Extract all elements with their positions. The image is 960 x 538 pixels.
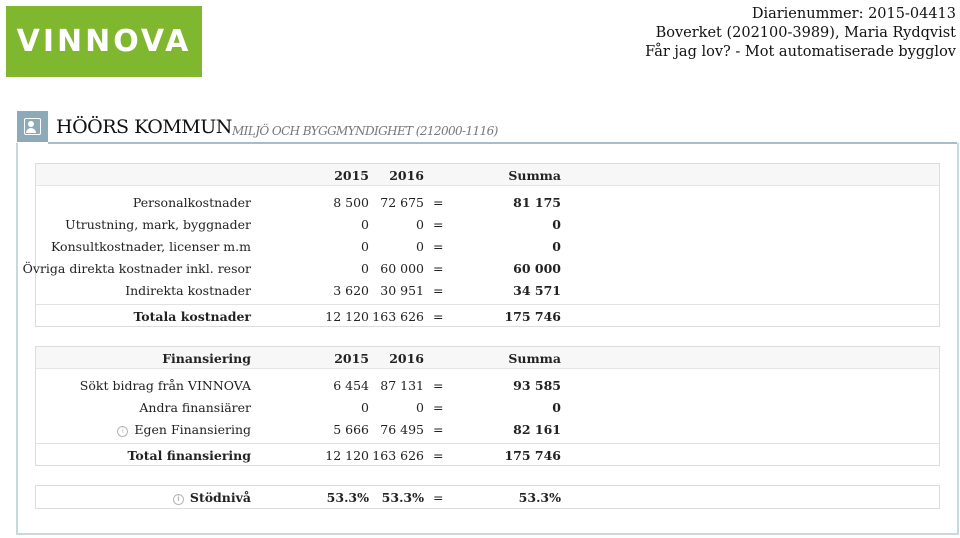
costs-total-divider [36,304,939,305]
financing-table: Finansiering 2015 2016 Summa Sökt bidrag… [35,346,940,466]
row-2016: 30 951 [380,283,424,298]
row-sum: 34 571 [513,283,561,298]
costs-header-sum: Summa [508,168,561,183]
total-2015: 12 120 [325,448,369,463]
row-2015: 3 620 [333,283,369,298]
row-2015: 0 [361,400,369,415]
logo-text: VINNOVA [16,24,192,59]
user-card-icon [17,111,48,142]
vinnova-logo: VINNOVA [6,6,202,77]
row-2016: 76 495 [380,422,424,437]
support-level-row: i Stödnivå 53.3% 53.3% = 53.3% [36,487,939,507]
table-row: Indirekta kostnader 3 620 30 951 = 34 57… [36,280,939,300]
costs-header-2015: 2015 [334,168,369,183]
support-equals: = [433,490,444,505]
row-2016: 60 000 [380,261,424,276]
row-2015: 0 [361,261,369,276]
row-label: Övriga direkta kostnader inkl. resor [22,261,251,276]
row-label: Egen Finansiering [134,422,251,437]
row-label: Sökt bidrag från VINNOVA [79,378,251,393]
financing-header-band [36,347,939,369]
info-icon[interactable]: i [117,426,129,437]
total-2015: 12 120 [325,309,369,324]
row-label: Indirekta kostnader [125,283,251,298]
row-sum: 0 [552,239,561,254]
financing-header-2016: 2016 [389,351,424,366]
table-row: i Egen Finansiering 5 666 76 495 = 82 161 [36,419,939,439]
table-row: Personalkostnader 8 500 72 675 = 81 175 [36,192,939,212]
total-label: Totala kostnader [133,309,251,324]
support-label-with-info: i Stödnivå [172,490,251,505]
row-label: Personalkostnader [132,195,251,210]
row-sum: 82 161 [513,422,561,437]
support-label: Stödnivå [189,490,251,505]
table-row: Sökt bidrag från VINNOVA 6 454 87 131 = … [36,375,939,395]
budget-panel [16,143,959,535]
row-2015: 0 [361,239,369,254]
row-2016: 72 675 [380,195,424,210]
row-2015: 8 500 [333,195,369,210]
row-equals: = [433,217,444,232]
support-level-table: i Stödnivå 53.3% 53.3% = 53.3% [35,485,940,509]
support-2016: 53.3% [381,490,424,505]
costs-header-band [36,164,939,186]
row-sum: 81 175 [513,195,561,210]
info-icon[interactable]: i [172,494,184,505]
financing-total-divider [36,443,939,444]
row-equals: = [433,283,444,298]
application-info: Diarienummer: 2015-04413 Boverket (20210… [645,5,956,62]
organization-subtitle: MILJÖ OCH BYGGMYNDIGHET (212000-1116) [232,124,498,138]
table-row: Konsultkostnader, licenser m.m 0 0 = 0 [36,236,939,256]
total-2016: 163 626 [372,309,424,324]
table-row: Andra finansiärer 0 0 = 0 [36,397,939,417]
total-2016: 163 626 [372,448,424,463]
costs-total-row: Totala kostnader 12 120 163 626 = 175 74… [36,306,939,326]
row-sum: 0 [552,217,561,232]
financing-header-row: Finansiering 2015 2016 Summa [36,348,939,368]
diarienummer: Diarienummer: 2015-04413 [751,6,956,22]
total-sum: 175 746 [504,448,561,463]
organization-title: HÖÖRS KOMMUN [56,116,232,138]
total-equals: = [433,309,444,324]
row-2016: 0 [416,239,424,254]
row-equals: = [433,261,444,276]
costs-header-row: 2015 2016 Summa [36,165,939,185]
financing-header-label: Finansiering [162,351,251,366]
financing-total-row: Total finansiering 12 120 163 626 = 175 … [36,445,939,465]
row-label-with-info: i Egen Finansiering [117,422,251,437]
row-equals: = [433,400,444,415]
row-2015: 5 666 [333,422,369,437]
row-2016: 0 [416,217,424,232]
table-row: Utrustning, mark, byggnader 0 0 = 0 [36,214,939,234]
costs-table: 2015 2016 Summa Personalkostnader 8 500 … [23,163,940,327]
row-label: Utrustning, mark, byggnader [65,217,251,232]
project-title: Får jag lov? - Mot automatiserade bygglo… [645,44,956,60]
row-2015: 6 454 [333,378,369,393]
row-equals: = [433,195,444,210]
header-divider [48,142,957,144]
row-equals: = [433,239,444,254]
total-equals: = [433,448,444,463]
costs-header-2016: 2016 [389,168,424,183]
row-label: Andra finansiärer [139,400,251,415]
support-sum: 53.3% [518,490,561,505]
row-2016: 87 131 [380,378,424,393]
row-2015: 0 [361,217,369,232]
applicant: Boverket (202100-3989), Maria Rydqvist [655,25,956,41]
row-equals: = [433,378,444,393]
total-label: Total finansiering [127,448,251,463]
financing-header-2015: 2015 [334,351,369,366]
row-equals: = [433,422,444,437]
row-sum: 60 000 [513,261,561,276]
row-sum: 93 585 [513,378,561,393]
support-2015: 53.3% [326,490,369,505]
financing-header-sum: Summa [508,351,561,366]
row-sum: 0 [552,400,561,415]
row-label: Konsultkostnader, licenser m.m [51,239,251,254]
row-2016: 0 [416,400,424,415]
total-sum: 175 746 [504,309,561,324]
table-row: Övriga direkta kostnader inkl. resor 0 6… [23,258,939,278]
